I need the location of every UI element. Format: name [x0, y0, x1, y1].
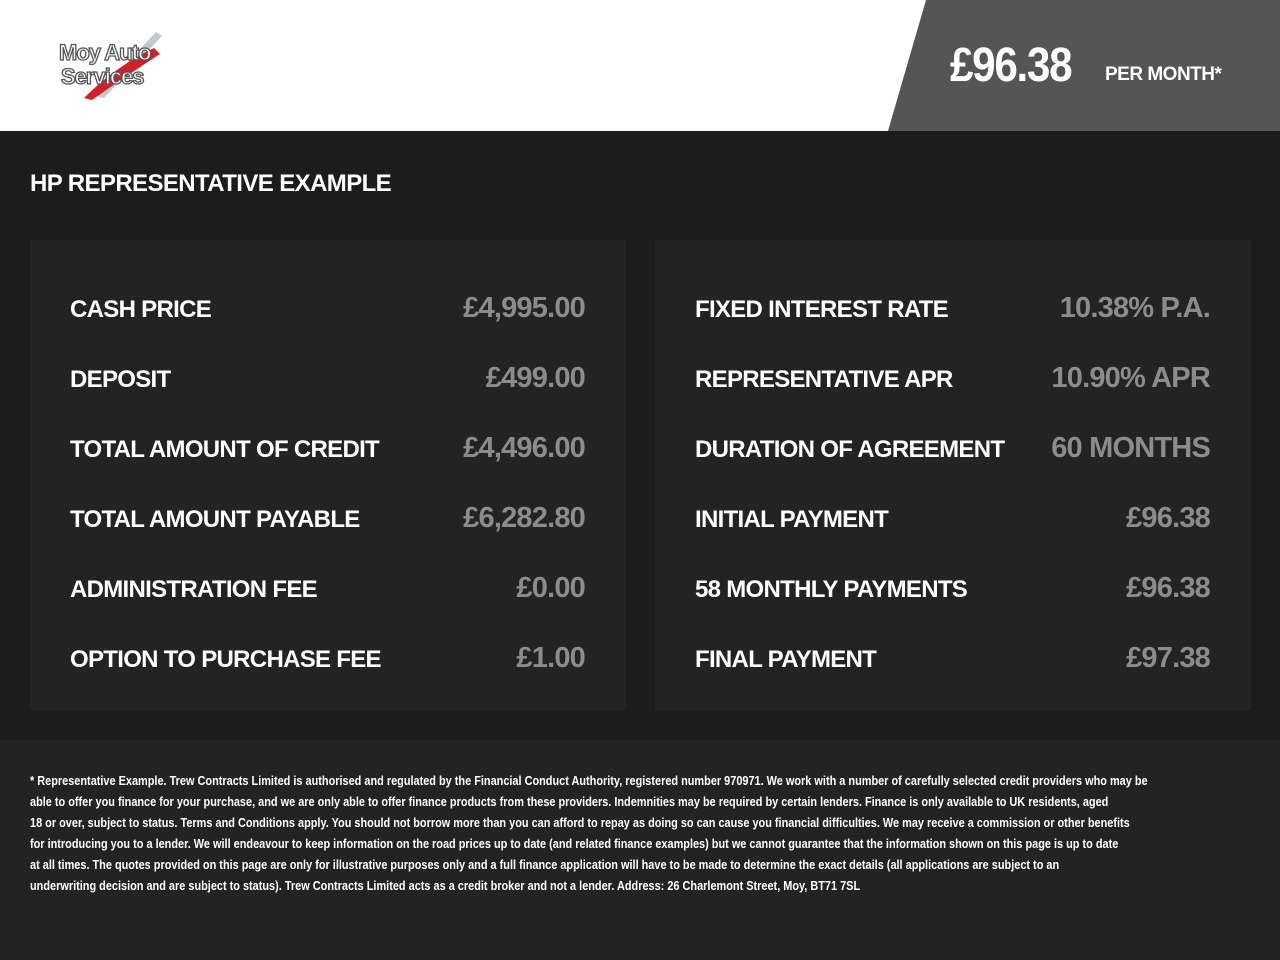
svg-text:Services: Services: [61, 64, 144, 89]
disclaimer-footer: * Representative Example. Trew Contracts…: [0, 740, 1280, 960]
value: £499.00: [485, 361, 586, 394]
value: £97.38: [1126, 641, 1211, 674]
monthly-price: £96.38: [950, 39, 1073, 92]
page-title: HP REPRESENTATIVE EXAMPLE: [30, 170, 392, 197]
finance-details-right: FIXED INTEREST RATE 10.38% P.A. REPRESENT…: [655, 240, 1251, 710]
disclaimer-line: * Representative Example. Trew Contracts…: [30, 773, 1148, 788]
value: 10.90% APR: [1051, 361, 1210, 394]
label: FINAL PAYMENT: [695, 646, 877, 673]
disclaimer-line: able to offer you finance for your purch…: [30, 794, 1109, 809]
label: TOTAL AMOUNT OF CREDIT: [70, 436, 380, 463]
label: FIXED INTEREST RATE: [695, 296, 949, 323]
label: OPTION TO PURCHASE FEE: [70, 646, 382, 673]
label: INITIAL PAYMENT: [695, 506, 889, 533]
row-interest-rate: FIXED INTEREST RATE 10.38% P.A.: [695, 275, 1211, 345]
row-initial-payment: INITIAL PAYMENT £96.38: [695, 485, 1211, 555]
label: ADMINISTRATION FEE: [70, 576, 318, 603]
row-admin-fee: ADMINISTRATION FEE £0.00: [70, 555, 586, 625]
disclaimer-line: underwriting decision and are subject to…: [30, 878, 861, 893]
row-deposit: DEPOSIT £499.00: [70, 345, 586, 415]
label: DEPOSIT: [70, 366, 171, 393]
header: Moy Auto Services £96.38 PER MONTH*: [0, 0, 1280, 131]
disclaimer-line: for introducing you to a lender. We will…: [30, 836, 1119, 851]
disclaimer-line: at all times. The quotes provided on thi…: [30, 857, 1060, 872]
value: £1.00: [516, 641, 585, 674]
value: £96.38: [1126, 571, 1211, 604]
row-cash-price: CASH PRICE £4,995.00: [70, 275, 586, 345]
disclaimer-line: 18 or over, subject to status. Terms and…: [30, 815, 1130, 830]
disclaimer-text: * Representative Example. Trew Contracts…: [30, 770, 1280, 896]
row-monthly-payments: 58 MONTHLY PAYMENTS £96.38: [695, 555, 1211, 625]
value: £6,282.80: [463, 501, 586, 534]
value: £96.38: [1126, 501, 1211, 534]
value: £0.00: [516, 571, 585, 604]
value: 60 MONTHS: [1051, 431, 1211, 464]
label: REPRESENTATIVE APR: [695, 366, 953, 393]
svg-text:Moy Auto: Moy Auto: [59, 40, 151, 65]
monthly-price-panel: £96.38 PER MONTH*: [888, 0, 1280, 131]
row-duration: DURATION OF AGREEMENT 60 MONTHS: [695, 415, 1211, 485]
row-apr: REPRESENTATIVE APR 10.90% APR: [695, 345, 1211, 415]
label: DURATION OF AGREEMENT: [695, 436, 1005, 463]
per-month-label: PER MONTH*: [1105, 64, 1222, 85]
row-option-fee: OPTION TO PURCHASE FEE £1.00: [70, 625, 586, 695]
company-logo: Moy Auto Services: [58, 32, 162, 100]
label: TOTAL AMOUNT PAYABLE: [70, 506, 360, 533]
finance-details-left: CASH PRICE £4,995.00 DEPOSIT £499.00 TOTAL…: [30, 240, 626, 710]
row-total-credit: TOTAL AMOUNT OF CREDIT £4,496.00: [70, 415, 586, 485]
row-total-payable: TOTAL AMOUNT PAYABLE £6,282.80: [70, 485, 586, 555]
value: £4,995.00: [463, 291, 586, 324]
label: 58 MONTHLY PAYMENTS: [695, 576, 968, 603]
value: 10.38% P.A.: [1059, 291, 1211, 324]
value: £4,496.00: [463, 431, 586, 464]
row-final-payment: FINAL PAYMENT £97.38: [695, 625, 1211, 695]
label: CASH PRICE: [70, 296, 212, 323]
